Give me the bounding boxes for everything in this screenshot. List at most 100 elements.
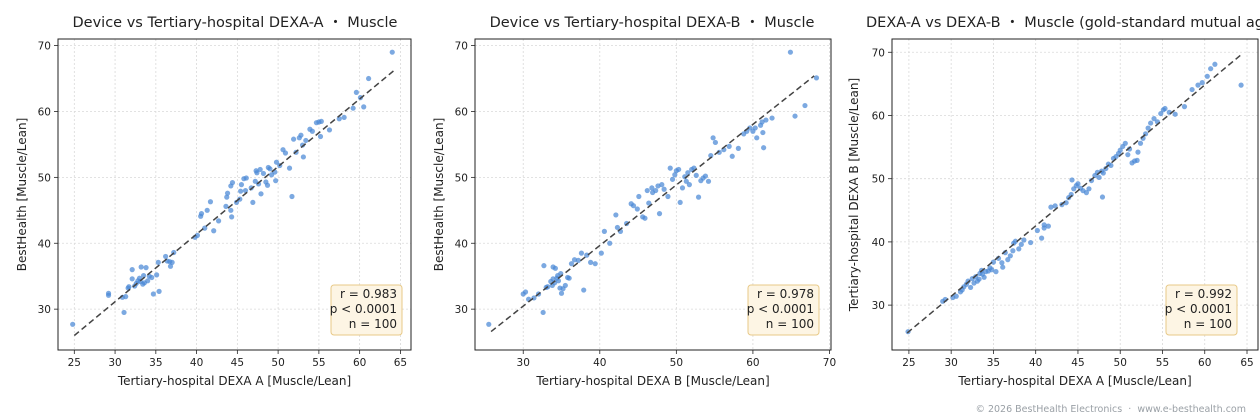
x-tick-label: 40 — [1029, 357, 1042, 369]
x-tick-label: 30 — [517, 357, 530, 369]
data-point — [105, 292, 112, 298]
data-point — [1069, 177, 1075, 183]
data-point — [802, 102, 808, 109]
data-point — [291, 136, 297, 142]
stat-n: n = 100 — [349, 317, 397, 331]
x-tick-label: 45 — [231, 357, 244, 369]
data-point — [264, 182, 271, 188]
data-point — [258, 191, 264, 197]
data-point — [1108, 162, 1114, 169]
data-point — [1134, 157, 1140, 163]
chart-title-clip: DEXA-A vs DEXA-B ・ Muscle (gold-standard… — [866, 15, 1260, 31]
data-point — [708, 153, 714, 159]
data-point — [1189, 86, 1195, 93]
stats-box: r = 0.978 p < 0.0001 n = 100 — [747, 284, 820, 336]
data-point — [1238, 82, 1244, 88]
data-point — [486, 321, 492, 327]
data-point — [361, 104, 367, 110]
data-point — [1204, 73, 1210, 79]
chart-panel-2: Device vs Tertiary-hospital DEXA-B ・ Mus… — [432, 15, 836, 388]
data-point — [121, 309, 127, 316]
y-axis-label: Tertiary-hospital DEXA B [Muscle/Lean] — [847, 78, 861, 312]
data-point — [163, 253, 169, 260]
data-point — [747, 125, 753, 131]
data-point — [250, 199, 256, 206]
data-point — [613, 212, 619, 218]
stat-p: p < 0.0001 — [1165, 302, 1232, 316]
y-tick-label: 60 — [38, 106, 51, 118]
identity-line — [906, 54, 1241, 334]
data-point — [1135, 149, 1141, 155]
data-point — [257, 166, 263, 173]
data-point — [341, 114, 347, 121]
data-point — [989, 267, 995, 273]
axis-ticks: 25 30 35 40 45 50 55 60 65 30 40 50 60 70 — [38, 41, 407, 369]
data-point — [787, 49, 794, 55]
data-point — [630, 203, 637, 209]
x-tick-label: 45 — [1071, 357, 1084, 369]
axis-ticks: 30 40 50 60 70 30 40 50 60 70 — [455, 41, 837, 369]
data-point — [366, 75, 372, 82]
data-point — [1012, 238, 1019, 244]
stats-box-background — [1165, 284, 1238, 336]
data-point — [976, 276, 982, 282]
data-point — [1083, 190, 1090, 196]
data-point — [693, 172, 699, 178]
data-point — [138, 264, 144, 270]
data-point — [253, 168, 259, 174]
data-point — [705, 178, 712, 184]
stats-box-background — [747, 284, 820, 336]
x-tick-label: 65 — [1240, 357, 1253, 369]
data-point — [683, 178, 689, 184]
data-point — [759, 119, 765, 125]
data-point — [642, 215, 648, 221]
data-point — [1126, 146, 1133, 152]
data-point — [614, 224, 621, 231]
data-point — [223, 203, 229, 209]
data-point — [555, 278, 562, 284]
data-point — [260, 170, 267, 177]
footer-website-link[interactable]: www.e-besthealth.com — [1137, 404, 1246, 415]
x-tick-label: 50 — [1114, 357, 1127, 369]
data-point — [350, 105, 356, 111]
chart-title: Device vs Tertiary-hospital DEXA-B ・ Mus… — [490, 15, 815, 31]
scatter-points — [70, 49, 395, 327]
x-tick-label: 55 — [1156, 357, 1169, 369]
data-point — [702, 173, 709, 179]
data-point — [282, 150, 289, 156]
data-point — [760, 129, 766, 136]
data-point — [150, 291, 156, 297]
identity-line — [73, 70, 395, 337]
x-tick-label: 60 — [746, 357, 759, 369]
data-point — [968, 284, 974, 291]
x-tick-label: 65 — [394, 357, 407, 369]
data-point — [540, 309, 546, 316]
data-point — [667, 165, 673, 171]
data-point — [1007, 253, 1013, 259]
data-point — [552, 265, 558, 271]
data-point — [298, 132, 304, 138]
stat-p: p < 0.0001 — [330, 302, 397, 316]
data-point — [813, 75, 820, 81]
data-point — [1212, 61, 1218, 67]
x-tick-label: 35 — [149, 357, 162, 369]
data-point — [1052, 203, 1058, 209]
data-point — [672, 172, 678, 178]
data-point — [211, 228, 217, 234]
data-point — [578, 250, 585, 256]
data-point — [167, 263, 174, 269]
x-tick-label: 35 — [987, 357, 1000, 369]
stat-r: r = 0.992 — [1175, 287, 1232, 301]
data-point — [710, 135, 716, 141]
identity-line — [490, 75, 815, 333]
y-tick-label: 60 — [455, 106, 468, 118]
chart-panel-1: Device vs Tertiary-hospital DEXA-A ・ Mus… — [15, 15, 412, 388]
identity-line-group — [73, 70, 395, 337]
data-point — [653, 187, 659, 194]
plot-frame — [474, 38, 832, 351]
data-point — [1075, 181, 1081, 187]
data-point — [1158, 110, 1164, 117]
data-point — [679, 185, 686, 191]
data-point — [644, 187, 650, 194]
stats-box: r = 0.983 p < 0.0001 n = 100 — [330, 284, 403, 336]
